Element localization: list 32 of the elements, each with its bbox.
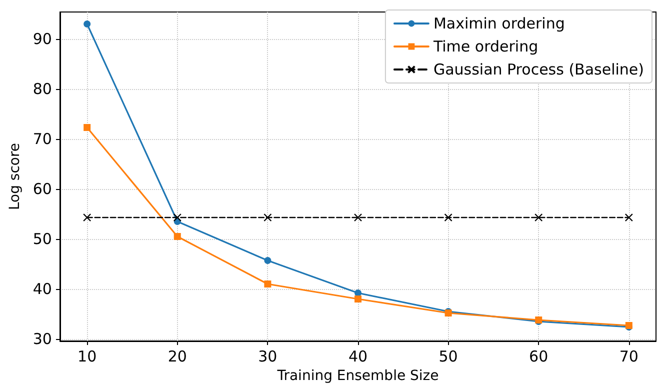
x-tick-label: 10 <box>78 348 97 366</box>
x-tick-label: 50 <box>438 348 458 366</box>
x-axis-title: Training Ensemble Size <box>276 368 439 384</box>
y-tick-label: 50 <box>32 230 52 248</box>
point <box>84 20 91 28</box>
y-tick-label: 30 <box>32 330 52 348</box>
point <box>82 213 92 222</box>
y-tick-label: 80 <box>32 80 52 98</box>
point <box>264 213 272 222</box>
point <box>624 213 634 222</box>
point <box>173 213 182 222</box>
x-tick-label: 30 <box>258 348 278 366</box>
x-tick-label: 60 <box>529 348 548 366</box>
y-tick-label: 70 <box>32 130 52 148</box>
x-tick-label: 70 <box>619 348 638 366</box>
x-tick-label: 20 <box>168 348 187 366</box>
legend-label: Time ordering <box>432 38 538 56</box>
point <box>444 213 452 222</box>
point <box>264 257 272 264</box>
x-tick-label: 40 <box>348 348 368 366</box>
legend-label: Maximin ordering <box>433 14 565 32</box>
point <box>534 213 543 222</box>
legend-label: Gaussian Process (Baseline) <box>433 60 644 78</box>
y-axis-title: Log score <box>7 142 23 210</box>
point <box>174 233 181 240</box>
point <box>354 296 362 302</box>
point <box>264 280 272 288</box>
point <box>354 213 362 222</box>
y-tick-label: 60 <box>32 180 52 198</box>
y-tick-label: 40 <box>32 280 52 298</box>
point <box>84 124 91 131</box>
y-tick-label: 90 <box>32 30 52 48</box>
